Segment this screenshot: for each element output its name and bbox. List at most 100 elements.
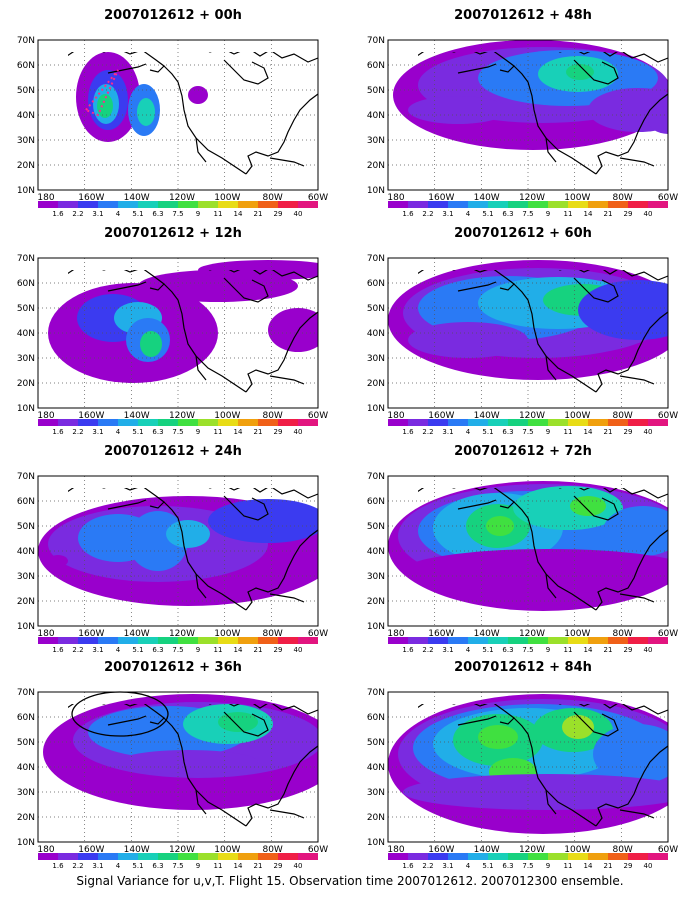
variance-contour — [166, 520, 210, 548]
lat-label: 10N — [367, 838, 385, 848]
variance-contour — [566, 64, 594, 80]
lon-label: 120W — [169, 193, 195, 203]
colorbar-swatch — [258, 637, 278, 644]
coastline-path — [619, 157, 655, 167]
colorbar-swatch — [158, 201, 178, 208]
colorbar-swatch — [488, 853, 508, 860]
colorbar-label: 29 — [624, 210, 633, 218]
coastline-path — [513, 717, 597, 827]
variance-contour — [198, 260, 318, 280]
colorbar-label: 40 — [644, 646, 653, 654]
colorbar-label: 11 — [214, 428, 223, 436]
colorbar-swatch — [158, 853, 178, 860]
colorbar-label: 40 — [294, 428, 303, 436]
graticule — [38, 258, 318, 408]
coastline-path — [545, 573, 557, 599]
graticule — [388, 476, 668, 626]
variance-contour — [603, 506, 668, 556]
colorbar: 1.6 2.2 3.1 4 5.1 6.3 7.5 9 11 14 21 29 40 — [388, 637, 668, 654]
coastline-path — [573, 711, 619, 737]
colorbar-label: 6.3 — [152, 210, 163, 218]
colorbar-swatch — [448, 201, 468, 208]
colorbar-swatch — [238, 637, 258, 644]
colorbar-label: 7.5 — [172, 646, 183, 654]
colorbar-label: 3.1 — [92, 210, 103, 218]
coastline — [418, 270, 669, 393]
map-panel: 2007012612 + 36h 180 160W 140W 120W 100W 80W 6… — [8, 660, 338, 875]
colorbar-swatch — [118, 201, 138, 208]
colorbar-swatch — [608, 637, 628, 644]
variance-shading — [43, 694, 318, 810]
colorbar-label: 2.2 — [422, 428, 433, 436]
colorbar-swatch — [408, 637, 428, 644]
variance-contour — [408, 322, 528, 358]
colorbar-label: 3.1 — [442, 210, 453, 218]
colorbar-swatch — [78, 853, 98, 860]
map-border — [37, 257, 319, 409]
colorbar-swatch — [238, 853, 258, 860]
colorbar-swatch — [178, 637, 198, 644]
lat-label: 10N — [17, 186, 35, 196]
variance-map: 180 160W 140W 120W 100W 80W 60W 10N 20N 30N 40N 50N… — [17, 688, 328, 870]
colorbar-label: 6.3 — [152, 862, 163, 870]
colorbar-label: 5.1 — [132, 210, 143, 218]
coastline-path — [208, 488, 319, 499]
colorbar-label: 5.1 — [482, 210, 493, 218]
colorbar-label: 14 — [584, 428, 593, 436]
lon-label: 160W — [78, 845, 104, 855]
colorbar-label: 21 — [604, 210, 613, 218]
colorbar-swatch — [178, 419, 198, 426]
colorbar-label: 29 — [624, 428, 633, 436]
lon-label: 100W — [214, 411, 240, 421]
colorbar-swatch — [608, 201, 628, 208]
colorbar-label: 7.5 — [172, 210, 183, 218]
colorbar-label: 7.5 — [522, 210, 533, 218]
colorbar-swatch — [528, 637, 548, 644]
lon-label: 160W — [78, 193, 104, 203]
map-border — [37, 475, 319, 627]
colorbar-swatch — [198, 853, 218, 860]
colorbar-label: 4 — [466, 646, 471, 654]
panel-title: 2007012612 + 84h — [454, 660, 592, 675]
lon-label: 120W — [519, 845, 545, 855]
coastline-path — [558, 488, 669, 499]
coastline — [418, 488, 669, 611]
colorbar-label: 2.2 — [72, 428, 83, 436]
colorbar-swatch — [298, 419, 318, 426]
lon-label: 160W — [78, 629, 104, 639]
colorbar-swatch — [608, 853, 628, 860]
colorbar-label: 29 — [274, 210, 283, 218]
colorbar-swatch — [428, 637, 448, 644]
colorbar-swatch — [58, 853, 78, 860]
lon-label: 80W — [612, 845, 632, 855]
colorbar-swatch — [388, 637, 408, 644]
colorbar-label: 40 — [294, 210, 303, 218]
colorbar-swatch — [588, 853, 608, 860]
colorbar-label: 14 — [584, 646, 593, 654]
colorbar-label: 21 — [604, 862, 613, 870]
colorbar-swatch — [38, 637, 58, 644]
lat-label: 60N — [17, 61, 35, 71]
map-panel: 2007012612 + 72h 180 160W 140W 120W 100W 80W 6… — [358, 444, 688, 659]
variance-contour — [403, 774, 668, 810]
colorbar-swatch — [548, 637, 568, 644]
colorbar-label: 4 — [116, 862, 121, 870]
colorbar-swatch — [448, 637, 468, 644]
colorbar-label: 2.2 — [72, 210, 83, 218]
colorbar-swatch — [508, 853, 528, 860]
colorbar-label: 14 — [234, 428, 243, 436]
lon-label: 180 — [387, 845, 404, 855]
colorbar-label: 7.5 — [172, 862, 183, 870]
colorbar-label: 11 — [564, 428, 573, 436]
colorbar-label: 7.5 — [172, 428, 183, 436]
lon-label: 180 — [387, 629, 404, 639]
colorbar-label: 7.5 — [522, 428, 533, 436]
colorbar-label: 1.6 — [52, 210, 64, 218]
coastline-path — [163, 65, 247, 175]
colorbar-label: 3.1 — [92, 862, 103, 870]
colorbar-swatch — [628, 637, 648, 644]
lat-label: 40N — [17, 547, 35, 557]
colorbar-label: 3.1 — [442, 646, 453, 654]
colorbar-swatch — [388, 853, 408, 860]
colorbar-label: 40 — [294, 646, 303, 654]
